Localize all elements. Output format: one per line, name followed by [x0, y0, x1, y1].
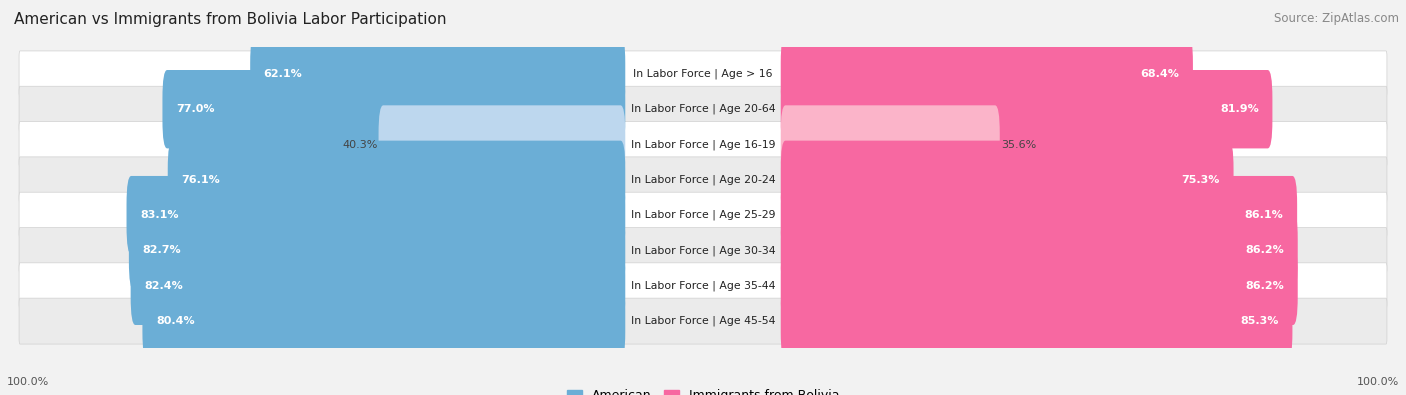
- FancyBboxPatch shape: [20, 86, 1386, 132]
- FancyBboxPatch shape: [142, 282, 626, 360]
- Text: American vs Immigrants from Bolivia Labor Participation: American vs Immigrants from Bolivia Labo…: [14, 12, 447, 27]
- Text: 62.1%: 62.1%: [264, 69, 302, 79]
- Text: In Labor Force | Age 25-29: In Labor Force | Age 25-29: [631, 210, 775, 220]
- FancyBboxPatch shape: [20, 51, 1386, 97]
- Text: 82.4%: 82.4%: [145, 281, 183, 291]
- Text: 75.3%: 75.3%: [1181, 175, 1220, 185]
- Text: In Labor Force | Age 35-44: In Labor Force | Age 35-44: [631, 280, 775, 291]
- FancyBboxPatch shape: [129, 211, 626, 290]
- FancyBboxPatch shape: [163, 70, 626, 149]
- FancyBboxPatch shape: [780, 282, 1292, 360]
- FancyBboxPatch shape: [780, 246, 1298, 325]
- Text: 86.2%: 86.2%: [1246, 245, 1284, 256]
- FancyBboxPatch shape: [20, 298, 1386, 344]
- Text: 76.1%: 76.1%: [181, 175, 221, 185]
- FancyBboxPatch shape: [131, 246, 626, 325]
- Text: 100.0%: 100.0%: [1357, 377, 1399, 387]
- Text: 77.0%: 77.0%: [176, 104, 215, 114]
- FancyBboxPatch shape: [167, 141, 626, 219]
- FancyBboxPatch shape: [780, 35, 1192, 113]
- Text: 82.7%: 82.7%: [142, 245, 181, 256]
- Text: 81.9%: 81.9%: [1220, 104, 1258, 114]
- FancyBboxPatch shape: [780, 176, 1298, 254]
- Text: 86.1%: 86.1%: [1244, 210, 1284, 220]
- Text: In Labor Force | Age 30-34: In Labor Force | Age 30-34: [631, 245, 775, 256]
- Text: In Labor Force | Age > 16: In Labor Force | Age > 16: [633, 69, 773, 79]
- Text: 85.3%: 85.3%: [1240, 316, 1279, 326]
- Text: 35.6%: 35.6%: [1001, 139, 1036, 150]
- Legend: American, Immigrants from Bolivia: American, Immigrants from Bolivia: [561, 384, 845, 395]
- FancyBboxPatch shape: [378, 105, 626, 184]
- FancyBboxPatch shape: [780, 70, 1272, 149]
- Text: In Labor Force | Age 20-24: In Labor Force | Age 20-24: [631, 175, 775, 185]
- FancyBboxPatch shape: [780, 211, 1298, 290]
- FancyBboxPatch shape: [20, 228, 1386, 273]
- Text: 83.1%: 83.1%: [141, 210, 179, 220]
- Text: 68.4%: 68.4%: [1140, 69, 1180, 79]
- Text: Source: ZipAtlas.com: Source: ZipAtlas.com: [1274, 12, 1399, 25]
- Text: In Labor Force | Age 20-64: In Labor Force | Age 20-64: [631, 104, 775, 115]
- FancyBboxPatch shape: [20, 192, 1386, 238]
- Text: 40.3%: 40.3%: [342, 139, 377, 150]
- Text: 86.2%: 86.2%: [1246, 281, 1284, 291]
- Text: In Labor Force | Age 16-19: In Labor Force | Age 16-19: [631, 139, 775, 150]
- FancyBboxPatch shape: [20, 157, 1386, 203]
- FancyBboxPatch shape: [780, 105, 1000, 184]
- Text: In Labor Force | Age 45-54: In Labor Force | Age 45-54: [631, 316, 775, 326]
- FancyBboxPatch shape: [127, 176, 626, 254]
- Text: 80.4%: 80.4%: [156, 316, 194, 326]
- FancyBboxPatch shape: [250, 35, 626, 113]
- Text: 100.0%: 100.0%: [7, 377, 49, 387]
- FancyBboxPatch shape: [20, 263, 1386, 309]
- FancyBboxPatch shape: [780, 141, 1233, 219]
- FancyBboxPatch shape: [20, 122, 1386, 167]
